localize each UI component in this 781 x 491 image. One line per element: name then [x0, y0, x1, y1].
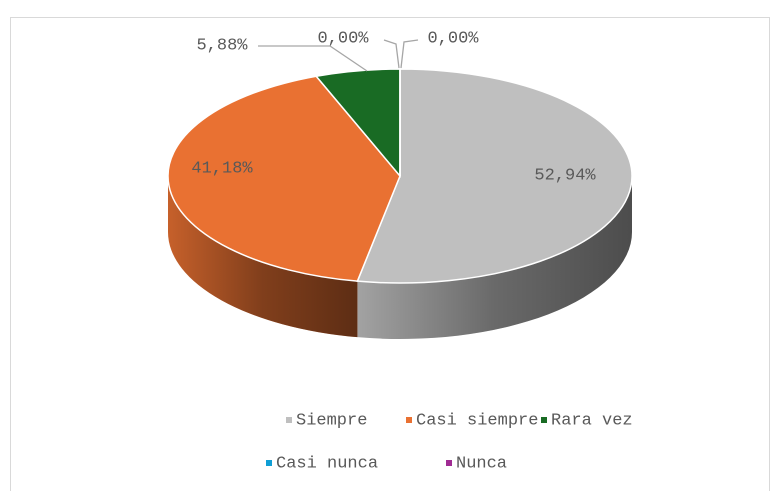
slice-side-shade: [357, 176, 632, 339]
data-label: 41,18%: [191, 159, 253, 178]
legend-label: Nunca: [456, 454, 507, 473]
data-label: 52,94%: [534, 166, 596, 185]
slice: [167, 75, 401, 282]
slice-side-shade: [168, 176, 358, 338]
data-label: 0,00%: [317, 29, 369, 48]
legend-label: Rara vez: [551, 411, 633, 430]
legend-label: Siempre: [296, 411, 367, 430]
legend-swatch: [286, 417, 292, 423]
legend-label: Casi siempre: [416, 411, 538, 430]
legend-swatch: [446, 460, 452, 466]
legend-swatch: [406, 417, 412, 423]
legend-swatch: [541, 417, 547, 423]
slice: [356, 68, 633, 284]
chart-border: [10, 17, 770, 491]
data-label: 0,00%: [427, 29, 479, 48]
leader-line: [383, 39, 400, 69]
data-label: 5,88%: [196, 36, 248, 55]
leader-line: [400, 39, 419, 69]
legend-swatch: [266, 460, 272, 466]
legend-label: Casi nunca: [276, 454, 378, 473]
leader-line: [258, 45, 368, 72]
